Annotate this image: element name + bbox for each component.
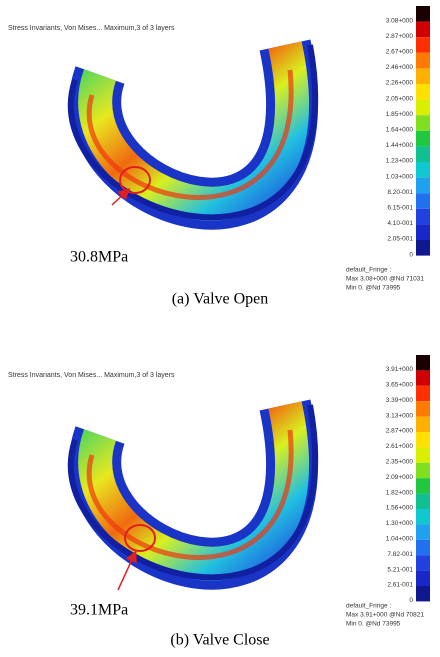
colorbar-label: 3.65+000 <box>386 382 414 389</box>
colorbar-label: 0 <box>409 597 413 604</box>
panel: Stress Invariants, Von Mises... Maximum,… <box>8 355 430 649</box>
colorbar-swatch <box>416 99 430 116</box>
colorbar-label: 2.46+000 <box>386 64 414 71</box>
colorbar-label: 2.09+000 <box>386 474 414 481</box>
colorbar-swatch <box>416 370 430 386</box>
colorbar-swatch <box>416 240 430 256</box>
colorbar-label: 2.05+000 <box>386 95 414 102</box>
colorbar-label: 1.64+000 <box>386 127 414 134</box>
colorbar-swatch <box>416 130 430 147</box>
caption: (b) Valve Close <box>170 632 269 649</box>
colorbar-swatch <box>416 162 430 178</box>
model-rim <box>67 44 319 221</box>
colorbar-swatch <box>416 115 430 131</box>
colorbar-label: 2.26+000 <box>386 80 414 87</box>
colorbar-swatch <box>416 509 430 525</box>
colorbar-label: 1.56+000 <box>386 505 414 512</box>
colorbar-swatch <box>416 193 430 209</box>
colorbar-label: 2.61+000 <box>386 443 414 450</box>
colorbar-label: 2.87+000 <box>386 33 414 40</box>
colorbar-label: 2.87+000 <box>386 428 414 435</box>
annotation: 39.1MPa <box>70 602 128 619</box>
colorbar-swatch <box>416 84 430 100</box>
model-fringe <box>78 41 309 221</box>
colorbar-label: 1.03+000 <box>386 173 414 180</box>
colorbar-label: 1.23+000 <box>386 158 414 165</box>
panel-header: Stress Invariants, Von Mises... Maximum,… <box>8 372 175 379</box>
caption: (a) Valve Open <box>172 291 269 308</box>
colorbar-label: 2.67+000 <box>386 49 414 56</box>
model-hot-band <box>86 429 294 560</box>
colorbar-swatch <box>416 208 430 225</box>
colorbar-swatch <box>416 385 430 402</box>
fea-model <box>67 399 319 590</box>
annotation-arrow <box>111 187 131 206</box>
annotation-arrow <box>117 550 137 591</box>
colorbar-label: 3.39+000 <box>386 397 414 404</box>
colorbar-label: 1.82+000 <box>386 489 414 496</box>
colorbar-label: 1.44+000 <box>386 142 414 149</box>
colorbar-label: 0 <box>409 251 413 258</box>
colorbar-swatch <box>416 177 430 194</box>
colorbar-swatch <box>416 355 430 371</box>
colorbar-label: 1.85+000 <box>386 111 414 118</box>
colorbar-swatch <box>416 21 430 38</box>
colorbar-label: 2.35+000 <box>386 459 414 466</box>
colorbar-swatch <box>416 539 430 556</box>
colorbar-swatch <box>416 37 430 53</box>
colorbar-swatch <box>416 432 430 448</box>
highlight-circle <box>119 166 151 194</box>
legend-line: Max 3.08+000 @Nd 71031 <box>346 276 424 283</box>
colorbar-label: 1.04+000 <box>386 536 414 543</box>
colorbar-swatch <box>416 401 430 417</box>
colorbar-swatch <box>416 586 430 602</box>
colorbar-label: 2.05-001 <box>387 236 413 243</box>
highlight-circle <box>124 524 156 552</box>
colorbar-swatch <box>416 570 430 586</box>
colorbar-label: 8.20-001 <box>387 189 413 196</box>
colorbar-swatch <box>416 416 430 432</box>
model-rim <box>67 404 319 581</box>
colorbar-label: 7.82-001 <box>387 551 413 558</box>
annotation: 30.8MPa <box>70 249 128 266</box>
colorbar-swatch <box>416 462 430 479</box>
colorbar-swatch <box>416 555 430 571</box>
colorbar-swatch <box>416 146 430 162</box>
legend-line: Max 3.91+000 @Nd 70821 <box>346 612 424 619</box>
colorbar-swatch <box>416 493 430 509</box>
panel-header: Stress Invariants, Von Mises... Maximum,… <box>8 25 175 32</box>
colorbar-label: 1.30+000 <box>386 520 414 527</box>
model-fringe <box>78 401 309 581</box>
colorbar-swatch <box>416 6 430 22</box>
legend-line: Min 0. @Nd 73995 <box>346 621 401 628</box>
colorbar-label: 4.10-001 <box>387 220 413 227</box>
legend-line: Min 0. @Nd 73995 <box>346 285 401 292</box>
fea-model <box>67 39 319 230</box>
colorbar-swatch <box>416 447 430 463</box>
panel: Stress Invariants, Von Mises... Maximum,… <box>8 6 430 308</box>
legend-line: default_Fringe : <box>346 603 391 610</box>
model-hot-band <box>86 69 294 200</box>
legend-line: default_Fringe : <box>346 267 391 274</box>
colorbar-swatch <box>416 52 430 69</box>
colorbar-label: 3.13+000 <box>386 412 414 419</box>
colorbar-swatch <box>416 68 430 84</box>
colorbar-swatch <box>416 224 430 240</box>
colorbar-label: 6.15-001 <box>387 205 413 212</box>
colorbar-label: 5.21-001 <box>387 566 413 573</box>
colorbar-label: 3.08+000 <box>386 17 414 24</box>
colorbar-label: 2.61-001 <box>387 582 413 589</box>
colorbar-swatch <box>416 524 430 540</box>
colorbar-label: 3.91+000 <box>386 366 414 373</box>
colorbar-swatch <box>416 478 430 494</box>
